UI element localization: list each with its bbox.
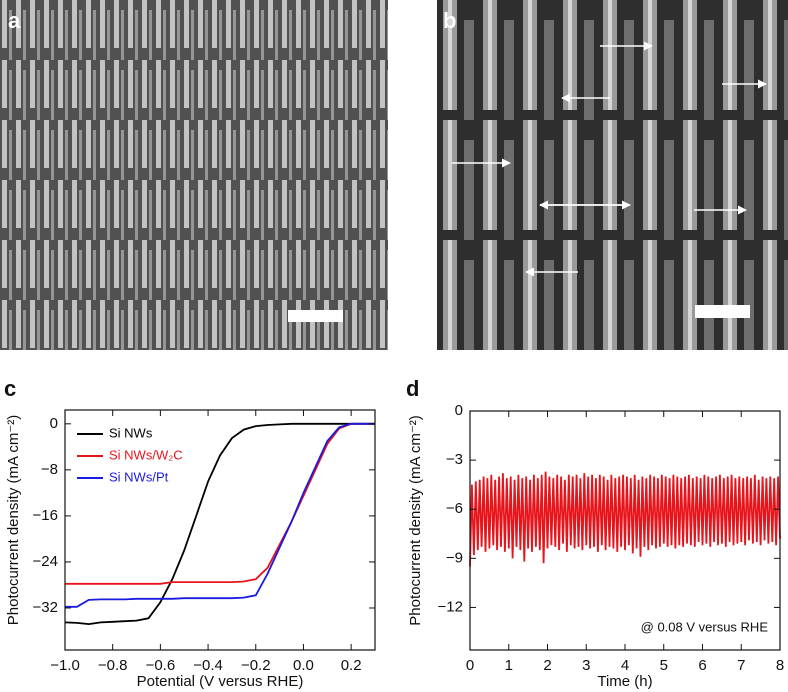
- legend-label: Si NWs: [109, 425, 153, 440]
- x-tick-label: 2: [543, 657, 551, 674]
- arrows: [452, 41, 767, 277]
- x-tick-label: 0: [466, 657, 474, 674]
- panel-label: b: [443, 8, 456, 33]
- panel-label: d: [406, 376, 419, 401]
- x-tick-label: 0.2: [341, 657, 362, 674]
- y-tick-label: −32: [33, 599, 58, 616]
- y-axis-label: Photocurrent density (mA cm⁻²): [407, 415, 424, 625]
- data-line: [64, 422, 375, 626]
- x-tick-label: 6: [698, 657, 706, 674]
- data-line: [65, 422, 375, 585]
- scale-bar: [288, 310, 343, 322]
- x-tick-label: −0.4: [193, 657, 223, 674]
- y-tick-label: −16: [33, 507, 58, 524]
- x-tick-label: 3: [582, 657, 590, 674]
- x-axis-label: Potential (V versus RHE): [137, 673, 304, 690]
- x-tick-label: −0.8: [98, 657, 128, 674]
- x-axis-label: Time (h): [597, 673, 652, 690]
- y-tick-label: −24: [33, 553, 58, 570]
- data-line: [469, 471, 781, 567]
- panel-label: c: [4, 376, 16, 401]
- x-tick-label: −1.0: [50, 657, 80, 674]
- panel-label: a: [8, 8, 21, 33]
- legend-label: Si NWs/W₂C: [109, 447, 183, 462]
- x-tick-label: 0.0: [293, 657, 314, 674]
- x-tick-label: −0.2: [241, 657, 271, 674]
- x-tick-label: 1: [505, 657, 513, 674]
- scale-bar: [695, 305, 750, 318]
- y-tick-label: −3: [446, 451, 463, 468]
- y-axis-label: Photocurrent density (mA cm⁻²): [5, 415, 22, 625]
- x-tick-label: 4: [621, 657, 629, 674]
- y-tick-label: −8: [41, 461, 58, 478]
- y-tick-label: −12: [438, 598, 463, 615]
- sem-image-b: b: [437, 0, 788, 350]
- annotation: @ 0.08 V versus RHE: [641, 619, 769, 634]
- plot-frame: [64, 409, 376, 651]
- data-line: [65, 422, 375, 608]
- legend-label: Si NWs/Pt: [109, 469, 169, 484]
- x-tick-label: 7: [737, 657, 745, 674]
- y-tick-label: 0: [455, 402, 463, 419]
- y-tick-label: −6: [446, 500, 463, 517]
- y-tick-label: 0: [50, 415, 58, 432]
- sem-image-a: a: [0, 0, 388, 350]
- x-tick-label: −0.6: [146, 657, 176, 674]
- x-tick-label: 8: [776, 657, 784, 674]
- y-tick-label: −9: [446, 549, 463, 566]
- x-tick-label: 5: [660, 657, 668, 674]
